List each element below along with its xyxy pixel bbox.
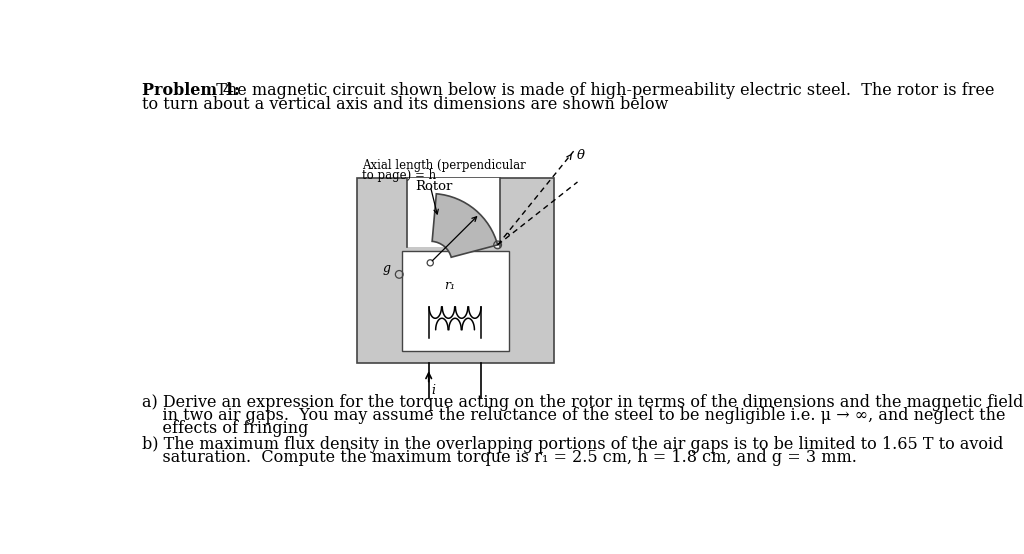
Text: r₁: r₁ xyxy=(444,279,456,293)
Text: i: i xyxy=(432,384,436,397)
Text: θ: θ xyxy=(577,148,585,162)
Bar xyxy=(407,178,500,248)
Bar xyxy=(356,178,554,363)
Text: b) The maximum flux density in the overlapping portions of the air gaps is to be: b) The maximum flux density in the overl… xyxy=(142,436,1004,453)
Text: The magnetic circuit shown below is made of high-permeability electric steel.  T: The magnetic circuit shown below is made… xyxy=(206,82,994,99)
Text: in two air gaps.  You may assume the reluctance of the steel to be negligible i.: in two air gaps. You may assume the relu… xyxy=(142,407,1006,424)
Text: to page) = h: to page) = h xyxy=(362,169,436,182)
Text: to turn about a vertical axis and its dimensions are shown below: to turn about a vertical axis and its di… xyxy=(142,96,669,113)
Bar xyxy=(401,252,509,351)
Text: effects of fringing: effects of fringing xyxy=(142,420,308,437)
Text: a) Derive an expression for the torque acting on the rotor in terms of the dimen: a) Derive an expression for the torque a… xyxy=(142,394,1023,411)
Text: Problem 4:: Problem 4: xyxy=(142,82,240,99)
Wedge shape xyxy=(432,194,498,257)
Text: g: g xyxy=(382,261,390,275)
Text: Rotor: Rotor xyxy=(415,181,453,193)
Text: Axial length (perpendicular: Axial length (perpendicular xyxy=(362,159,525,172)
Text: saturation.  Compute the maximum torque is r₁ = 2.5 cm, h = 1.8 cm, and g = 3 mm: saturation. Compute the maximum torque i… xyxy=(142,449,857,466)
